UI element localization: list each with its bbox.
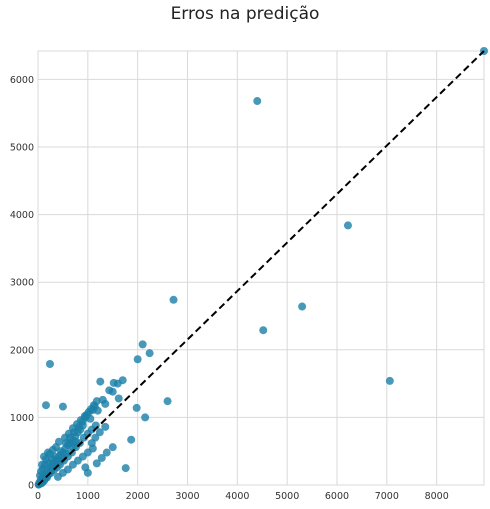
- x-tick-label: 7000: [375, 491, 399, 502]
- data-point: [127, 435, 136, 444]
- data-point: [54, 437, 63, 446]
- data-point: [163, 397, 172, 406]
- data-point: [114, 394, 123, 403]
- data-point: [81, 463, 90, 472]
- data-point: [138, 340, 147, 349]
- x-tick-label: 5000: [275, 491, 299, 502]
- y-tick-label: 0: [28, 481, 34, 492]
- y-tick-label: 1000: [10, 413, 34, 424]
- y-tick-labels: 0 1000 2000 3000 4000 5000 6000: [10, 75, 34, 492]
- data-point: [95, 428, 104, 437]
- data-point: [169, 295, 178, 304]
- x-tick-label: 3000: [175, 491, 199, 502]
- x-tick-label: 0: [35, 491, 41, 502]
- data-point: [45, 359, 54, 368]
- data-point: [91, 433, 100, 442]
- y-tick-label: 6000: [10, 75, 34, 86]
- data-point: [92, 459, 101, 468]
- data-point: [71, 437, 80, 446]
- data-point: [63, 465, 72, 474]
- data-point: [108, 443, 117, 452]
- data-point: [96, 377, 105, 386]
- data-point: [101, 399, 110, 408]
- data-point: [90, 402, 99, 411]
- y-tick-label: 3000: [10, 278, 34, 289]
- x-tick-labels: 0 1000 2000 3000 4000 5000 6000 7000 8000: [35, 491, 449, 502]
- data-point: [121, 464, 130, 473]
- data-point: [145, 349, 154, 358]
- data-point: [259, 326, 268, 335]
- data-point: [58, 402, 67, 411]
- x-tick-label: 8000: [425, 491, 449, 502]
- data-point: [101, 422, 110, 431]
- data-point: [298, 302, 307, 311]
- data-point: [118, 376, 127, 385]
- data-point: [97, 453, 106, 462]
- y-tick-label: 4000: [10, 210, 34, 221]
- x-tick-label: 2000: [126, 491, 150, 502]
- x-tick-label: 1000: [76, 491, 100, 502]
- data-point: [253, 97, 262, 106]
- data-point: [385, 376, 394, 385]
- grid-lines: [37, 51, 484, 486]
- y-tick-label: 5000: [10, 142, 34, 153]
- data-point: [343, 221, 352, 230]
- x-tick-label: 4000: [225, 491, 249, 502]
- data-point: [132, 403, 141, 412]
- identity-line: [37, 50, 485, 486]
- data-point: [133, 355, 142, 364]
- x-tick-label: 6000: [325, 491, 349, 502]
- data-point: [78, 417, 87, 426]
- data-point: [69, 428, 78, 437]
- data-point: [141, 413, 150, 422]
- data-point: [102, 448, 111, 457]
- data-point: [41, 401, 50, 410]
- chart-title: Erros na predição: [170, 4, 320, 24]
- data-point: [108, 387, 117, 396]
- y-tick-label: 2000: [10, 345, 34, 356]
